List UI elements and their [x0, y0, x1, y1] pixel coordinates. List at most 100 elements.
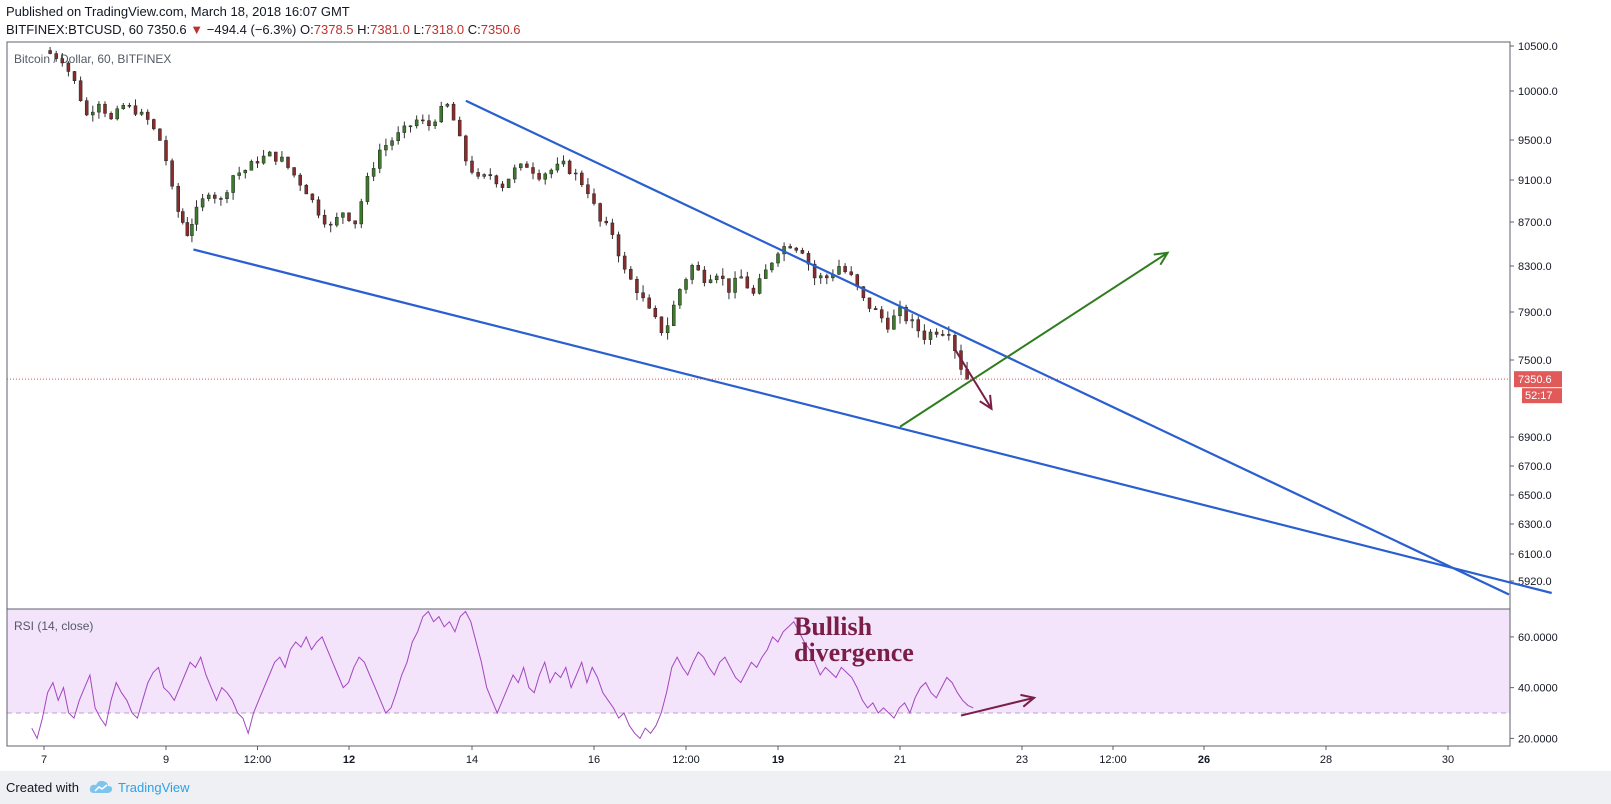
candle-body	[690, 265, 694, 280]
candle-body	[549, 169, 554, 175]
candle-body	[904, 306, 908, 322]
candle-body	[922, 330, 927, 340]
candle-body	[843, 266, 847, 273]
candle-body	[427, 120, 431, 127]
candle-body	[384, 145, 388, 151]
candle-body	[353, 220, 357, 225]
candle-body	[708, 279, 713, 283]
candle-body	[886, 317, 890, 330]
candle-body	[421, 119, 425, 122]
tradingview-cloud-icon	[89, 780, 113, 793]
rsi-axis-label: 60.0000	[1518, 632, 1558, 644]
candle-body	[635, 278, 639, 293]
wedge-trendline-upper	[465, 99, 1510, 596]
price-axis-label: 5920.0	[1518, 576, 1552, 588]
time-axis-label: 12:00	[244, 754, 272, 766]
candle-body	[316, 199, 321, 216]
candle-body	[616, 234, 621, 257]
candle-body	[537, 173, 541, 180]
candle-body	[231, 175, 235, 193]
candle-body	[181, 211, 185, 223]
price-pane-title: Bitcoin / Dollar, 60, BITFINEX	[14, 52, 171, 66]
candle-body	[121, 105, 126, 110]
candle-body	[237, 172, 241, 176]
candle-body	[910, 319, 914, 322]
candle-body	[800, 250, 805, 254]
price-chart[interactable]: Bitcoin / Dollar, 60, BITFINEX RSI (14, c…	[0, 0, 1611, 771]
candle-body	[555, 163, 560, 171]
candle-body	[940, 334, 945, 336]
candle-body	[390, 140, 394, 146]
candle-body	[286, 156, 290, 168]
rsi-line	[31, 610, 974, 740]
bullish-arrow-head	[1153, 251, 1170, 266]
candle-body	[335, 217, 339, 226]
candle-body	[170, 160, 174, 187]
candle-body	[54, 53, 58, 59]
candle-body	[702, 269, 707, 283]
time-axis-label: 16	[588, 754, 600, 766]
time-axis-label: 19	[772, 754, 784, 766]
candle-body	[292, 167, 296, 176]
candle-body	[757, 278, 762, 294]
candle-body	[818, 275, 823, 279]
down-triangle-icon: ▼	[190, 22, 204, 37]
wedge-trendline-lower	[193, 248, 1552, 595]
bullish-arrow-shaft	[899, 251, 1169, 428]
candle-body	[185, 222, 190, 236]
candle-body	[414, 119, 419, 127]
countdown-tag	[1522, 388, 1562, 404]
rsi-rise-arrow-shaft	[960, 696, 1035, 717]
price-axis-label: 10000.0	[1518, 86, 1558, 98]
candle-body	[439, 106, 443, 123]
symbol-label: BITFINEX:BTCUSD, 60	[6, 22, 144, 37]
countdown-tag-label: 52:17	[1525, 390, 1553, 402]
candle-body	[763, 269, 768, 279]
time-axis-label: 12:00	[672, 754, 700, 766]
candle-body	[133, 105, 138, 115]
price-axis-label: 7500.0	[1518, 355, 1552, 367]
candle-body	[506, 178, 511, 188]
price-axis-label: 6300.0	[1518, 519, 1552, 531]
footer-bar: Created with TradingView	[0, 771, 1611, 804]
time-axis-label: 21	[894, 754, 906, 766]
price-axis-label: 6700.0	[1518, 461, 1552, 473]
candle-body	[665, 325, 670, 334]
candle-body	[304, 184, 309, 195]
bullish-divergence-label-line1: Bullish	[794, 612, 873, 641]
candle-body	[267, 151, 272, 157]
candle-body	[200, 198, 205, 208]
last-price: 7350.6	[146, 22, 187, 37]
candle-body	[72, 71, 77, 81]
candle-body	[48, 50, 52, 54]
tradingview-brand-link[interactable]: TradingView	[118, 780, 190, 795]
candle-body	[103, 103, 107, 114]
candle-body	[928, 331, 933, 340]
candle-body	[916, 319, 921, 332]
price-axis-label: 6900.0	[1518, 432, 1552, 444]
candle-body	[280, 156, 284, 162]
close-value: 7350.6	[480, 22, 521, 37]
time-axis-label: 30	[1442, 754, 1454, 766]
time-axis-label: 12	[343, 754, 355, 766]
candle-body	[696, 265, 701, 271]
time-axis-label: 26	[1198, 754, 1210, 766]
candle-body	[794, 247, 799, 251]
candle-body	[84, 100, 89, 116]
time-axis-label: 12:00	[1099, 754, 1127, 766]
candle-body	[659, 316, 664, 334]
candle-body	[739, 276, 743, 279]
bullish-divergence-label-line2: divergence	[794, 638, 914, 667]
candle-body	[60, 58, 65, 64]
candle-body	[127, 105, 132, 107]
candle-body	[488, 174, 493, 176]
candle-body	[433, 121, 437, 127]
candle-body	[867, 297, 872, 309]
candle-body	[567, 160, 572, 174]
open-label: O:	[300, 22, 314, 37]
candle-body	[745, 276, 750, 289]
candle-body	[310, 193, 315, 201]
candle-body	[470, 160, 474, 173]
candle-body	[445, 103, 450, 107]
candle-body	[947, 334, 951, 336]
